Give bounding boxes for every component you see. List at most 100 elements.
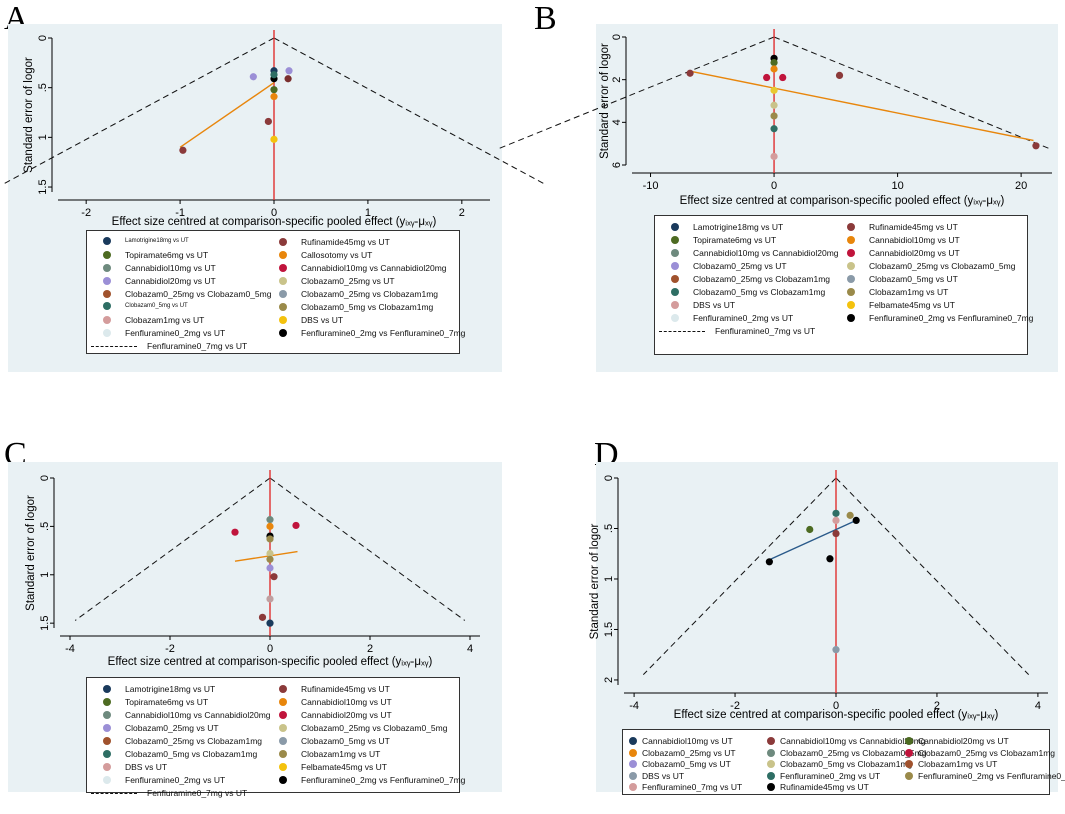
legend-label: Cannabidiol20mg vs UT: [301, 710, 392, 720]
legend-item: Fenfluramine0_2mg vs UT: [671, 313, 793, 323]
x-tick-label: 4: [1035, 700, 1041, 712]
data-point: [1032, 142, 1040, 150]
legend-item: Cannabidiol10mg vs UT: [279, 697, 392, 707]
regression-line: [234, 550, 298, 562]
funnel-right-boundary: [269, 477, 466, 621]
legend-label: Rufinamide45mg vs UT: [301, 684, 390, 694]
x-tick-label: 0: [271, 207, 277, 219]
legend-label: Fenfluramine0_7mg vs UT: [642, 782, 743, 792]
data-point: [249, 73, 257, 81]
x-tick-label: -10: [643, 180, 659, 192]
data-point: [264, 117, 272, 126]
legend-item: Clobazam0_25mg vs Clobazam0_5mg: [279, 723, 447, 733]
legend-marker-icon: [847, 249, 855, 257]
legend-marker-icon: [847, 262, 855, 270]
legend-label: Clobazam0_5mg vs Clobazam1mg: [780, 759, 913, 769]
funnel-left-boundary: [74, 477, 271, 621]
legend-label: Lamotrigine18mg vs UT: [125, 238, 189, 244]
legend-item: Clobazam0_25mg vs Clobazam1mg: [279, 289, 438, 299]
legend-label: Fenfluramine0_2mg vs Fenfluramine0_7mg: [869, 313, 1034, 323]
data-point: [763, 73, 771, 82]
panel-letter-b: B: [534, 0, 557, 37]
legend-item: Cannabidiol10mg vs UT: [847, 235, 960, 245]
funnel-left-boundary: [2, 37, 275, 185]
legend-item: Fenfluramine0_2mg vs Fenfluramine0_7mg: [847, 313, 1033, 323]
legend-panel-a: Lamotrigine18mg vs UT Topiramate6mg vs UT…: [86, 230, 465, 354]
y-tick-label: .5: [37, 83, 49, 92]
legend-marker-icon: [103, 750, 111, 758]
legend-label: Clobazam0_25mg vs Clobazam1mg: [301, 289, 439, 299]
legend-item: Clobazam0_25mg vs Clobazam1mg: [671, 274, 830, 284]
data-point: [846, 511, 854, 519]
legend-label: Fenfluramine0_7mg vs UT: [147, 341, 248, 351]
legend-marker-icon: [279, 238, 287, 246]
legend-label: Clobazam0_5mg vs UT: [869, 274, 958, 284]
legend-marker-icon: [103, 302, 111, 310]
x-tick-label: 2: [459, 207, 465, 219]
legend-marker-icon: [279, 763, 287, 771]
legend-marker-icon: [671, 275, 679, 283]
legend-item: Topiramate6mg vs UT: [671, 235, 776, 245]
legend-marker-icon: [905, 748, 913, 757]
x-tick-label: -1: [175, 207, 185, 219]
legend-label: DBS vs UT: [693, 300, 736, 310]
legend-label: Clobazam0_5mg vs Clobazam1mg: [693, 287, 826, 297]
legend-item: Clobazam0_5mg vs Clobazam1mg: [279, 302, 433, 312]
legend-label: DBS vs UT: [301, 315, 344, 325]
legend-item: Clobazam0_25mg vs Clobazam0_5mg: [767, 748, 926, 758]
legend-label: Clobazam0_25mg vs Clobazam0_5mg: [125, 289, 272, 299]
data-point: [292, 521, 300, 530]
y-tick-label: 1.5: [603, 622, 615, 637]
x-tick-label: -2: [730, 700, 740, 712]
legend-label: DBS vs UT: [642, 770, 685, 781]
legend-item-dashed: Fenfluramine0_7mg vs UT: [659, 326, 815, 336]
x-tick-label: -4: [65, 643, 75, 655]
y-tick-label: 2: [611, 77, 623, 83]
y-tick-label: 1: [37, 134, 49, 140]
legend-label: Clobazam0_25mg vs Clobazam1mg: [918, 747, 1056, 758]
legend-item: Clobazam0_25mg vs Clobazam0_5mg: [103, 289, 271, 299]
legend-marker-icon: [279, 277, 287, 285]
legend-label: Cannabidiol10mg vs UT: [301, 697, 392, 707]
legend-label: Clobazam0_25mg vs Clobazam1mg: [125, 736, 263, 746]
legend-panel-d: Cannabidiol10mg vs UT Clobazam0_25mg vs U…: [622, 729, 1065, 795]
legend-label: Clobazam0_25mg vs Clobazam0_5mg: [780, 747, 927, 758]
y-axis-label: Standard error of logor: [599, 43, 611, 159]
legend-item: Fenfluramine0_2mg vs UT: [103, 328, 225, 338]
y-tick-label: 6: [611, 162, 623, 168]
legend-item: Clobazam0_5mg vs Clobazam1mg: [103, 749, 257, 759]
x-tick-label: 0: [267, 643, 273, 655]
legend-label: Fenfluramine0_2mg vs UT: [125, 328, 226, 338]
y-tick-label: 1: [603, 576, 615, 582]
legend-marker-icon: [671, 301, 679, 309]
x-tick-label: 0: [833, 700, 839, 712]
legend-label: Fenfluramine0_2mg vs Fenfluramine0_7mg: [301, 328, 466, 338]
legend-item: Felbamate45mg vs UT: [279, 762, 387, 772]
legend-marker-icon: [279, 316, 287, 324]
legend-item: Topiramate6mg vs UT: [103, 250, 208, 260]
y-tick-label: 4: [611, 119, 623, 125]
data-point: [179, 146, 187, 154]
x-tick-label: -2: [81, 207, 91, 219]
data-point: [270, 86, 278, 94]
y-axis-label: Standard error of logor: [23, 57, 35, 173]
legend-item: Cannabidiol20mg vs UT: [847, 248, 960, 258]
legend-item: Clobazam0_5mg vs UT: [103, 302, 188, 310]
legend-marker-icon: [103, 776, 111, 784]
legend-marker-icon: [279, 737, 287, 745]
data-point: [266, 535, 274, 543]
legend-item: Felbamate45mg vs UT: [847, 300, 955, 310]
legend-marker-icon: [767, 760, 775, 768]
legend-marker-icon: [671, 314, 679, 322]
y-tick-label: 0: [37, 35, 49, 41]
data-point: [266, 555, 274, 563]
data-point: [770, 65, 778, 73]
data-point: [686, 69, 694, 77]
legend-label: Rufinamide45mg vs UT: [780, 782, 869, 792]
legend-item-dashed: Fenfluramine0_7mg vs UT: [91, 341, 247, 351]
data-point: [231, 528, 239, 536]
legend-marker-icon: [279, 251, 287, 259]
data-point: [266, 619, 274, 627]
legend-marker-icon: [905, 760, 913, 768]
